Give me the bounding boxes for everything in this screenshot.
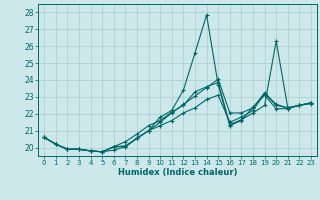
X-axis label: Humidex (Indice chaleur): Humidex (Indice chaleur) — [118, 168, 237, 177]
